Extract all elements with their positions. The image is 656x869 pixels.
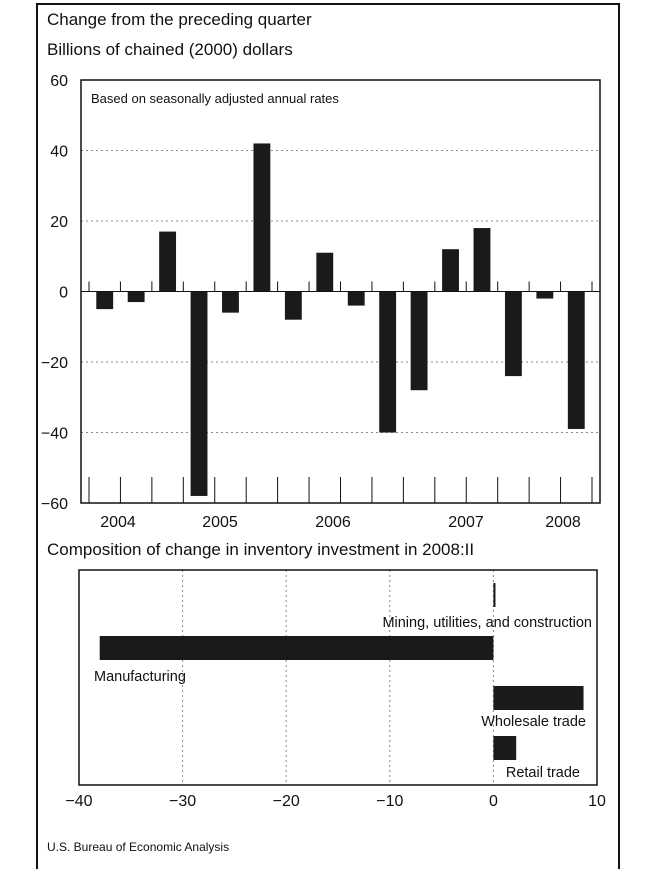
composition-chart-title: Composition of change in inventory inves… (47, 540, 475, 559)
year-label: 2006 (315, 514, 351, 531)
bar-label: Retail trade (506, 765, 580, 781)
bar-2005-i (222, 291, 239, 313)
chart-frame (36, 3, 620, 869)
chart-note: Based on seasonally adjusted annual rate… (91, 91, 339, 106)
bar-2007-iv (567, 291, 585, 429)
source-note: U.S. Bureau of Economic Analysis (47, 840, 230, 854)
bar-2004-iii (159, 231, 177, 292)
x-tick-label: −30 (169, 793, 196, 810)
bar-2004-ii (127, 291, 145, 303)
bar-2005-ii (253, 143, 271, 292)
bar-2007-i (473, 228, 491, 292)
plot-area (78, 569, 598, 786)
bar-label: Manufacturing (94, 669, 186, 685)
x-tick-label: 10 (588, 793, 606, 810)
bar-2004-iv (190, 291, 208, 496)
bar-2006-iv (442, 249, 459, 292)
header-line2: Billions of chained (2000) dollars (47, 40, 293, 59)
bar-2006-i (347, 291, 365, 306)
year-label: 2008 (545, 514, 581, 531)
y-tick-label: −20 (41, 355, 68, 372)
y-tick-label: 0 (59, 285, 68, 302)
y-tick-label: −40 (41, 426, 68, 443)
year-label: 2005 (202, 514, 238, 531)
bar-mining-utilities-and-construction (493, 583, 496, 607)
y-tick-label: 60 (50, 73, 68, 90)
bar-2007-iii (536, 291, 554, 299)
bar-2004-i (96, 291, 114, 310)
x-tick-label: 0 (489, 793, 498, 810)
x-tick-label: −20 (273, 793, 300, 810)
header-line1: Change from the preceding quarter (47, 10, 312, 29)
bar-2005-iii (284, 291, 302, 320)
bar-2006-iii (410, 291, 428, 391)
year-label: 2004 (100, 514, 136, 531)
bar-label: Wholesale trade (481, 714, 586, 730)
y-tick-label: 40 (50, 144, 68, 161)
bar-2005-iv (316, 252, 334, 292)
y-tick-label: 20 (50, 214, 68, 231)
bar-2007-ii (504, 291, 522, 377)
bar-wholesale-trade (493, 686, 584, 710)
y-tick-label: −60 (41, 496, 68, 513)
bar-retail-trade (493, 736, 517, 760)
x-tick-label: −10 (376, 793, 403, 810)
bar-label: Mining, utilities, and construction (382, 615, 592, 631)
x-tick-label: −40 (65, 793, 92, 810)
bar-manufacturing (99, 636, 494, 660)
year-label: 2007 (448, 514, 484, 531)
bar-2006-ii (379, 291, 397, 433)
